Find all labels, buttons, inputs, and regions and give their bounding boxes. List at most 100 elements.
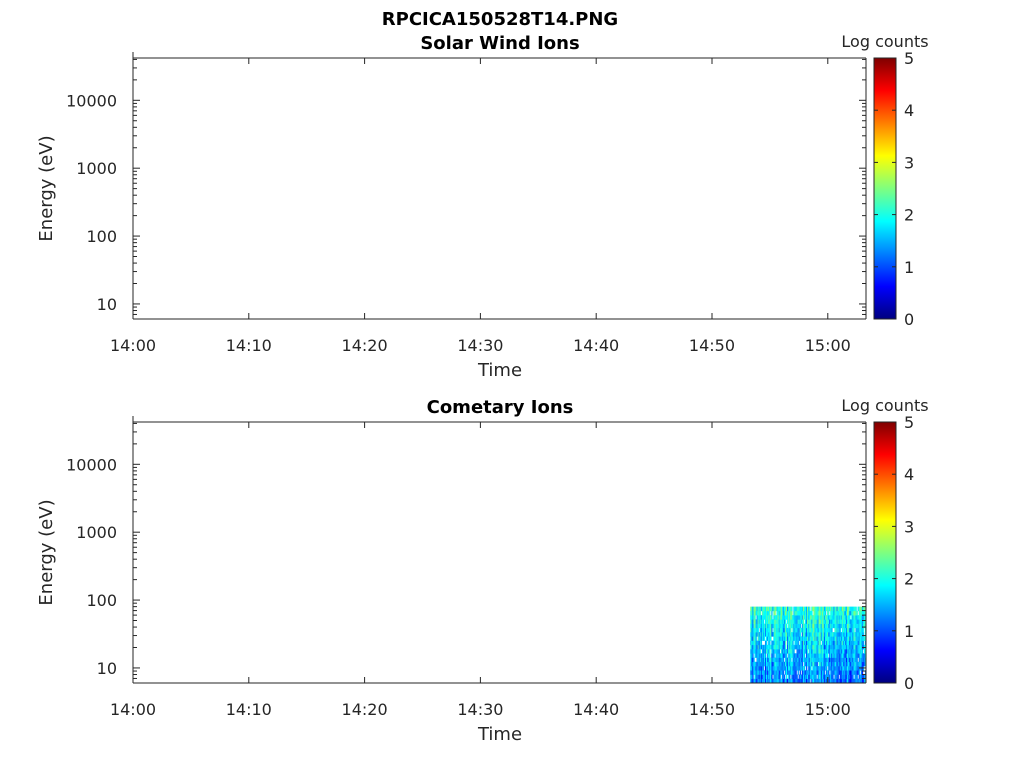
heatmap-cell <box>799 653 802 658</box>
heatmap-cell <box>776 657 778 663</box>
figure-title: RPCICA150528T14.PNG <box>382 9 618 30</box>
heatmap-cell <box>833 623 835 629</box>
heatmap-cell <box>863 657 866 663</box>
heatmap-cell <box>863 623 866 629</box>
heatmap-cell <box>783 678 786 684</box>
heatmap-cell <box>832 678 834 684</box>
heatmap-cell <box>816 615 818 620</box>
heatmap-cell <box>804 627 807 633</box>
heatmap-cell <box>823 632 826 637</box>
heatmap-cell <box>797 606 799 612</box>
heatmap-cell <box>843 636 846 641</box>
heatmap-cell <box>803 636 806 641</box>
heatmap-cell <box>858 649 860 654</box>
heatmap-cell <box>817 666 819 671</box>
heatmap-cell <box>813 657 815 663</box>
heatmap-cell <box>779 666 782 671</box>
heatmap-cell <box>779 610 782 616</box>
heatmap-cell <box>809 670 811 675</box>
heatmap-cell <box>822 640 825 646</box>
heatmap-cell <box>857 615 859 620</box>
heatmap-cell <box>836 632 838 637</box>
heatmap-cell <box>798 636 800 641</box>
heatmap-cell <box>751 657 753 663</box>
heatmap-cell <box>856 678 858 684</box>
heatmap-cell <box>778 627 780 633</box>
heatmap-cell <box>819 653 822 658</box>
heatmap-cell <box>823 670 826 675</box>
heatmap-cell <box>849 661 851 667</box>
heatmap-cell <box>841 657 844 663</box>
heatmap-cell <box>782 661 785 667</box>
heatmap-cell <box>801 627 804 633</box>
heatmap-cell <box>851 627 853 633</box>
heatmap-cell <box>838 623 840 629</box>
heatmap-cell <box>795 657 797 663</box>
heatmap-cell <box>752 623 754 629</box>
heatmap-cell <box>757 661 759 667</box>
heatmap-cell <box>858 606 860 612</box>
heatmap-cell <box>851 640 853 646</box>
heatmap-cell <box>851 670 853 675</box>
heatmap-cell <box>831 661 833 667</box>
heatmap-cell <box>807 640 809 646</box>
heatmap-cell <box>840 661 843 667</box>
heatmap-cell <box>752 678 754 684</box>
heatmap-cell <box>752 627 754 633</box>
heatmap-cell <box>859 615 862 620</box>
heatmap-cell <box>843 610 846 616</box>
heatmap-cell <box>858 632 860 637</box>
heatmap-cell <box>860 657 863 663</box>
heatmap-cell <box>843 674 846 680</box>
heatmap-cell <box>856 636 858 641</box>
heatmap-cell <box>776 674 778 680</box>
heatmap-cell <box>809 644 811 650</box>
heatmap-cell <box>835 627 837 633</box>
heatmap-cell <box>789 661 791 667</box>
heatmap-cell <box>756 610 758 616</box>
heatmap-cell <box>765 606 768 612</box>
heatmap-cell <box>780 615 783 620</box>
heatmap-cell <box>835 606 837 612</box>
heatmap-cell <box>855 666 857 671</box>
heatmap-cell <box>820 615 823 620</box>
heatmap-cell <box>804 636 807 641</box>
heatmap-cell <box>784 640 787 646</box>
heatmap-cell <box>780 670 783 675</box>
heatmap-cell <box>789 649 791 654</box>
heatmap-cell <box>777 657 779 663</box>
heatmap-cell <box>844 615 847 620</box>
heatmap-cell <box>852 632 854 637</box>
heatmap-cell <box>777 670 779 675</box>
heatmap-cell <box>765 636 768 641</box>
heatmap-cell <box>781 661 784 667</box>
heatmap-cell <box>817 674 819 680</box>
heatmap-cell <box>794 610 796 616</box>
heatmap-cell <box>783 640 786 646</box>
heatmap-cell <box>829 640 831 646</box>
heatmap-cell <box>831 644 833 650</box>
heatmap-cell <box>823 653 826 658</box>
heatmap-cell <box>793 632 795 637</box>
heatmap-cell <box>806 627 808 633</box>
heatmap-cell <box>842 661 845 667</box>
heatmap-cell <box>787 649 789 654</box>
heatmap-cell <box>843 632 846 637</box>
heatmap-cell <box>781 636 784 641</box>
heatmap-cell <box>777 623 779 629</box>
heatmap-cell <box>785 657 788 663</box>
heatmap-cell <box>809 653 811 658</box>
heatmap-cell <box>808 661 810 667</box>
heatmap-cell <box>812 627 814 633</box>
heatmap-cell <box>851 644 853 650</box>
heatmap-cell <box>835 644 837 650</box>
heatmap-cell <box>856 670 858 675</box>
y-tick-label: 10 <box>97 659 117 678</box>
heatmap-cell <box>810 632 812 637</box>
heatmap-cell <box>784 636 787 641</box>
heatmap-cell <box>822 615 825 620</box>
heatmap-cell <box>776 653 778 658</box>
heatmap-cell <box>839 636 842 641</box>
heatmap-cell <box>774 657 776 663</box>
heatmap-cell <box>787 610 789 616</box>
